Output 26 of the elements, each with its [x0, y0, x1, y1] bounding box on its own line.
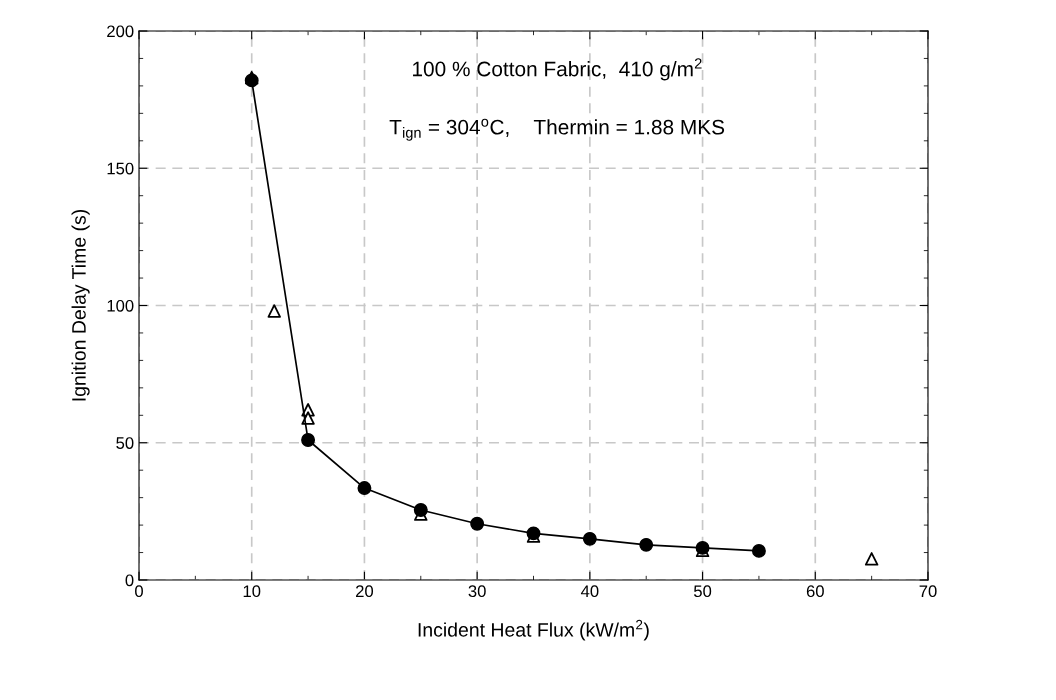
point: [582, 531, 597, 546]
annotation: 100 % Cotton Fabric, 410 g/m$^{2}$: [413, 58, 702, 81]
annotation: T$_{ign}$ = 304$^{o}$C, Thermin = 1.88 MKS: [389, 118, 725, 141]
point: [639, 537, 654, 552]
x-tick-label: 0: [135, 585, 143, 598]
point: [357, 481, 372, 495]
x-axis-title: Incident Heat Flux (kW/m$^{2}$): [418, 619, 649, 641]
x-tick-label: 50: [693, 585, 712, 598]
point: [267, 304, 281, 318]
y-tick-label: 50: [116, 437, 134, 449]
y-tick-label: 100: [107, 299, 134, 312]
x-tick-label: 70: [919, 585, 937, 598]
y-tick-label: 0: [125, 574, 134, 587]
point: [470, 516, 485, 531]
x-tick-label: 40: [580, 585, 599, 598]
point: [301, 433, 316, 447]
y-tick-label: 200: [107, 25, 134, 38]
point: [413, 503, 428, 517]
point: [864, 552, 879, 566]
y-axis-title: Ignition Delay Time (s): [71, 209, 90, 401]
point: [751, 543, 766, 558]
x-tick-label: 20: [356, 585, 374, 598]
x-tick-label: 30: [468, 585, 486, 598]
x-tick-label: 60: [806, 585, 824, 598]
y-tick-label: 150: [107, 162, 134, 175]
x-tick-label: 10: [243, 585, 261, 598]
